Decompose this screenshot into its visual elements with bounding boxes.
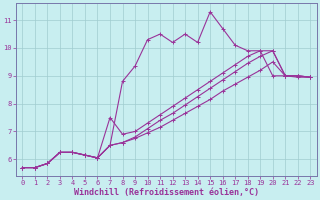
X-axis label: Windchill (Refroidissement éolien,°C): Windchill (Refroidissement éolien,°C): [74, 188, 259, 197]
